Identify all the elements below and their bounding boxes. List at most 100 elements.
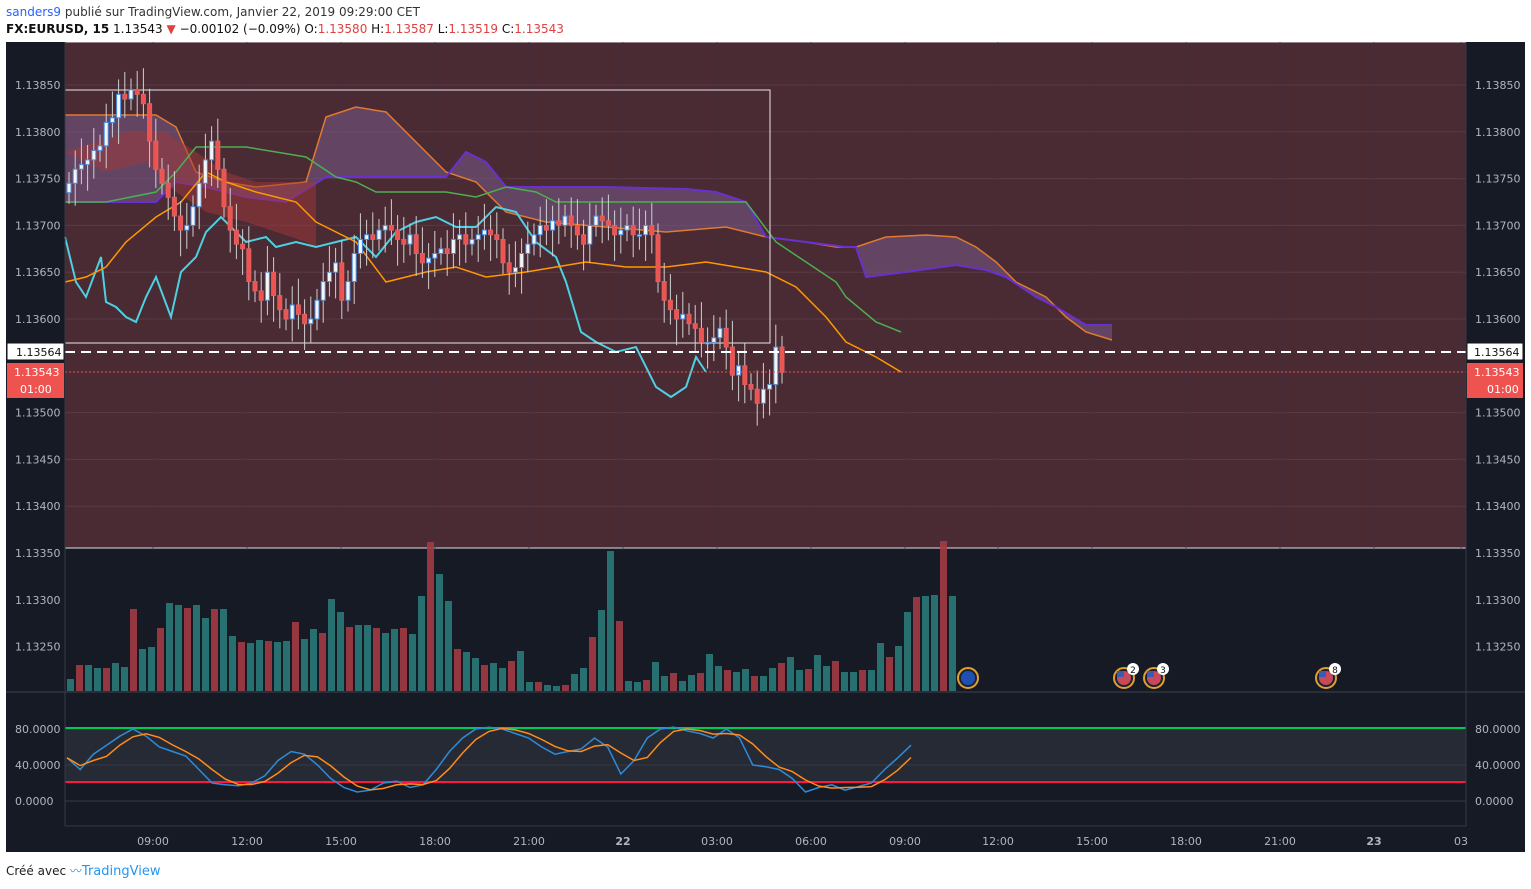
last-price-text-right: 1.13543 — [1474, 366, 1520, 379]
candle-down — [240, 243, 246, 250]
candle-up — [326, 271, 332, 283]
candle-down — [630, 224, 636, 236]
time-axis[interactable]: 09:00 12:00 15:00 18:00 21:00 22 03:00 06:00 09:… — [137, 835, 1468, 848]
price-tick-right: 1.13300 — [1475, 594, 1521, 607]
candle-down — [134, 89, 140, 95]
volume-bar — [310, 629, 317, 691]
volume-bar — [688, 675, 695, 691]
volume-bar — [760, 676, 767, 691]
volume-bar — [229, 636, 236, 691]
tradingview-brand[interactable]: TradingView — [81, 864, 161, 879]
price-tick-left: 1.13850 — [15, 79, 61, 92]
candle — [147, 88, 153, 168]
volume-bar — [148, 647, 155, 691]
candle-up — [760, 388, 766, 404]
volume-bar — [940, 541, 947, 691]
candle-down — [605, 220, 611, 226]
candle-down — [370, 234, 376, 240]
volume-bar — [319, 633, 326, 691]
price-tick-left: 1.13750 — [15, 173, 61, 186]
volume-bar — [409, 634, 416, 691]
candle-down — [295, 304, 301, 315]
candle — [754, 370, 760, 426]
volume-bar — [274, 642, 281, 691]
candle — [401, 216, 407, 263]
price-axis-left[interactable]: 1.13850 1.13800 1.13750 1.13700 1.13650 1.136… — [15, 79, 61, 808]
volume-bar — [103, 668, 110, 691]
candle — [302, 299, 308, 350]
price-tick-left: 1.13650 — [15, 266, 61, 279]
tradingview-logo-icon[interactable]: 〰 — [69, 864, 82, 878]
candle — [246, 226, 252, 301]
volume-bar — [517, 651, 524, 691]
candle-down — [221, 168, 227, 208]
candle — [184, 202, 190, 249]
price-change: −0.00102 (−0.09%) — [179, 22, 301, 36]
economic-events[interactable]: 2 3 8 — [957, 663, 1341, 689]
candle — [760, 362, 766, 419]
volume-bar — [112, 663, 119, 691]
price-tick-left: 1.13500 — [15, 407, 61, 420]
volume-bar — [571, 674, 578, 691]
candle — [667, 274, 673, 325]
candle-up — [525, 243, 531, 254]
volume-bar — [436, 574, 443, 691]
candle-up — [357, 238, 363, 254]
candle — [556, 198, 562, 245]
candle — [165, 164, 171, 220]
volume-bar — [346, 627, 353, 691]
price-tick-right: 1.13600 — [1475, 313, 1521, 326]
us-flag-icon[interactable]: 2 — [1113, 663, 1139, 689]
candle — [413, 216, 419, 276]
candle — [103, 103, 109, 169]
candle-down — [612, 224, 618, 236]
price-tick-left: 1.13450 — [15, 453, 61, 466]
volume-bar — [589, 637, 596, 691]
price-tick-left: 1.13300 — [15, 594, 61, 607]
candle-up — [618, 229, 624, 236]
volume-bar — [904, 612, 911, 691]
candle — [97, 134, 103, 162]
volume-bar — [445, 601, 452, 691]
candle — [190, 195, 196, 237]
eu-flag-icon[interactable] — [957, 667, 979, 689]
candle-down — [283, 309, 289, 320]
candle-up — [450, 238, 456, 254]
candle-down — [171, 196, 177, 217]
time-tick: 03:00 — [701, 835, 733, 848]
price-tick-left: 1.13250 — [15, 641, 61, 654]
price-axis-right[interactable]: 1.13850 1.13800 1.13750 1.13700 1.13650 1.136… — [1475, 79, 1521, 808]
candle-down — [723, 327, 729, 348]
candle-up — [767, 384, 773, 390]
symbol-label[interactable]: FX:EURUSD, 15 — [6, 22, 110, 36]
candle — [587, 202, 593, 263]
volume-bar — [184, 608, 191, 691]
candle-down — [159, 168, 165, 184]
candle — [395, 215, 401, 266]
candle — [264, 245, 270, 316]
candle-down — [543, 224, 549, 231]
volume-bar — [796, 670, 803, 691]
candle-up — [512, 267, 518, 273]
candle-down — [140, 93, 146, 105]
candle — [419, 227, 425, 278]
candle-up — [382, 224, 388, 231]
us-flag-icon[interactable]: 3 — [1143, 663, 1169, 689]
volume-bar — [463, 652, 470, 691]
volume-bar — [634, 682, 641, 691]
volume-bar — [499, 668, 506, 691]
volume-bar — [850, 672, 857, 691]
level-marker-left: 1.13564 — [6, 342, 65, 361]
low-value: 1.13519 — [448, 22, 499, 36]
volume-bar — [715, 666, 722, 691]
candle — [91, 128, 97, 179]
candle-down — [779, 346, 785, 373]
candle — [153, 118, 159, 188]
candle — [463, 212, 469, 263]
candle-up — [438, 248, 444, 254]
candle-down — [463, 234, 469, 245]
us-flag-icon[interactable]: 8 — [1315, 663, 1341, 689]
author-name[interactable]: sanders9 — [6, 5, 62, 19]
